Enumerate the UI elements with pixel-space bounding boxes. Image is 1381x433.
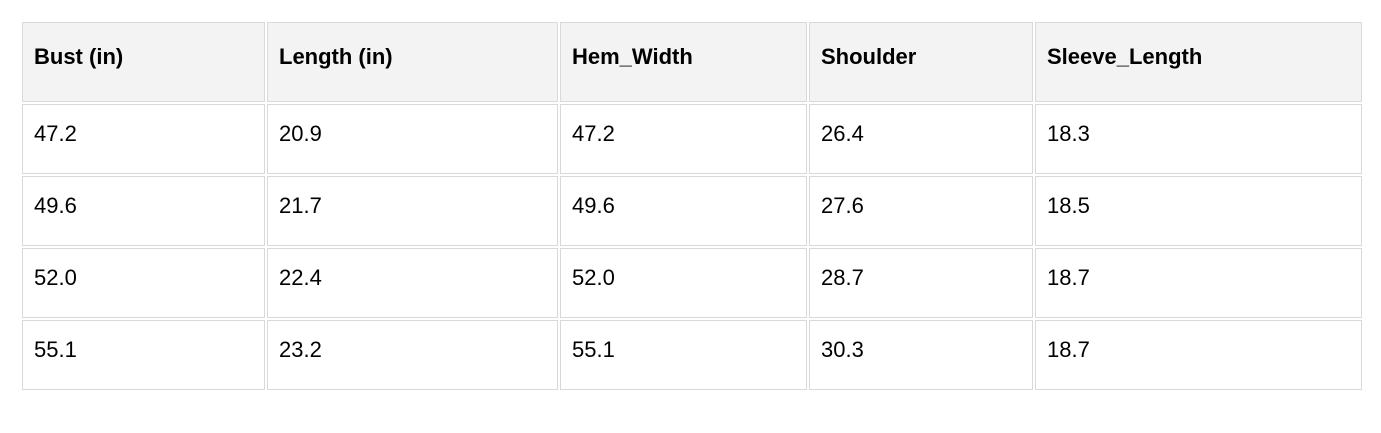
header-row: Bust (in) Length (in) Hem_Width Shoulder… (22, 22, 1362, 102)
table-cell: 20.9 (267, 104, 558, 174)
column-header-bust: Bust (in) (22, 22, 265, 102)
table-cell: 28.7 (809, 248, 1033, 318)
table-cell: 52.0 (560, 248, 807, 318)
table-row: 52.0 22.4 52.0 28.7 18.7 (22, 248, 1362, 318)
column-header-shoulder: Shoulder (809, 22, 1033, 102)
size-measurements-table: Bust (in) Length (in) Hem_Width Shoulder… (20, 20, 1364, 392)
table-cell: 18.5 (1035, 176, 1362, 246)
table-cell: 52.0 (22, 248, 265, 318)
table-cell: 18.7 (1035, 248, 1362, 318)
table-cell: 27.6 (809, 176, 1033, 246)
table-cell: 47.2 (560, 104, 807, 174)
table-row: 49.6 21.7 49.6 27.6 18.5 (22, 176, 1362, 246)
column-header-sleeve-length: Sleeve_Length (1035, 22, 1362, 102)
table-cell: 18.3 (1035, 104, 1362, 174)
table-cell: 49.6 (560, 176, 807, 246)
table-cell: 47.2 (22, 104, 265, 174)
table-cell: 22.4 (267, 248, 558, 318)
table-cell: 55.1 (560, 320, 807, 390)
table-cell: 49.6 (22, 176, 265, 246)
table-cell: 30.3 (809, 320, 1033, 390)
table-cell: 23.2 (267, 320, 558, 390)
table-cell: 18.7 (1035, 320, 1362, 390)
column-header-hem-width: Hem_Width (560, 22, 807, 102)
table-cell: 55.1 (22, 320, 265, 390)
table-cell: 21.7 (267, 176, 558, 246)
table-row: 47.2 20.9 47.2 26.4 18.3 (22, 104, 1362, 174)
table-row: 55.1 23.2 55.1 30.3 18.7 (22, 320, 1362, 390)
column-header-length: Length (in) (267, 22, 558, 102)
table-cell: 26.4 (809, 104, 1033, 174)
